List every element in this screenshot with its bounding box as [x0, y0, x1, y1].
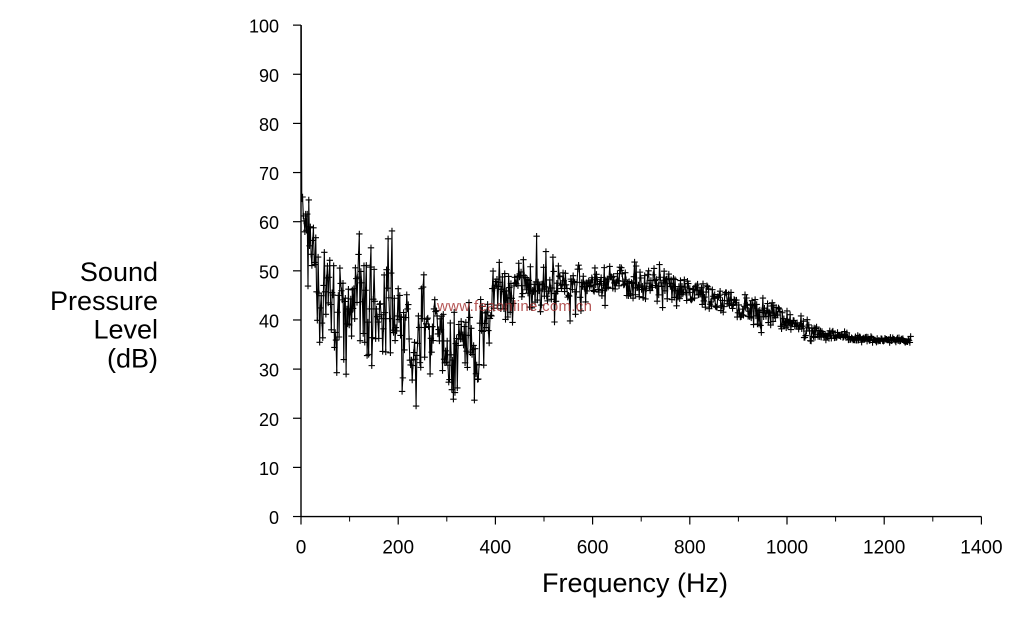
svg-text:www.feaonline.com.cn: www.feaonline.com.cn	[436, 298, 592, 315]
svg-text:200: 200	[382, 538, 414, 559]
svg-text:1400: 1400	[960, 538, 1002, 559]
svg-text:Frequency (Hz): Frequency (Hz)	[542, 568, 728, 598]
svg-text:90: 90	[259, 66, 279, 86]
svg-text:50: 50	[259, 262, 279, 282]
svg-text:800: 800	[674, 538, 706, 559]
svg-text:20: 20	[259, 410, 279, 430]
svg-text:600: 600	[577, 538, 609, 559]
svg-text:Level: Level	[93, 315, 158, 345]
svg-text:70: 70	[259, 164, 279, 184]
svg-text:40: 40	[259, 311, 279, 331]
svg-text:Pressure: Pressure	[50, 286, 158, 316]
svg-text:Sound: Sound	[80, 257, 158, 287]
svg-text:1200: 1200	[863, 538, 905, 559]
svg-text:100: 100	[249, 17, 279, 37]
svg-text:30: 30	[259, 361, 279, 381]
svg-text:60: 60	[259, 213, 279, 233]
svg-text:0: 0	[269, 508, 279, 528]
svg-text:400: 400	[480, 538, 512, 559]
svg-text:80: 80	[259, 115, 279, 135]
svg-text:10: 10	[259, 459, 279, 479]
svg-text:(dB): (dB)	[107, 343, 158, 373]
svg-text:1000: 1000	[766, 538, 808, 559]
svg-text:0: 0	[296, 538, 307, 559]
